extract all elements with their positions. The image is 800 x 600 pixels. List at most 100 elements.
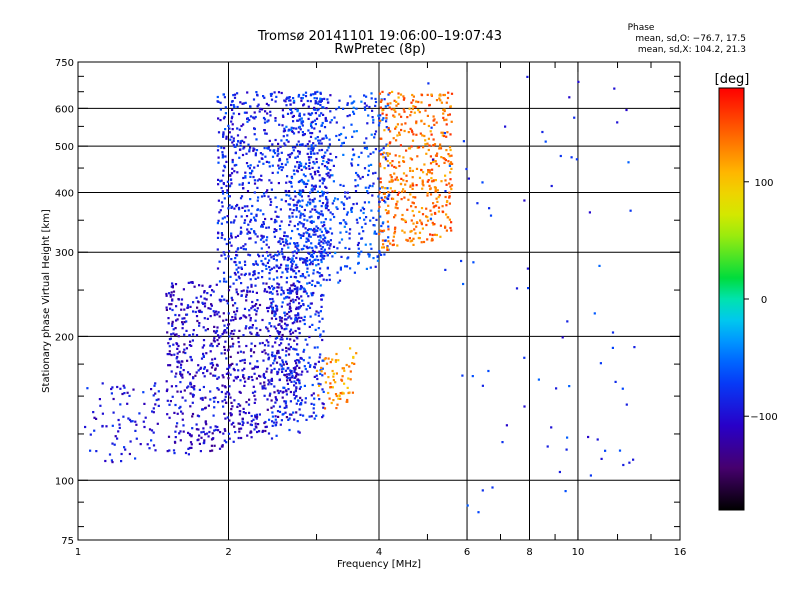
- data-point: [220, 179, 223, 182]
- data-point: [329, 239, 332, 242]
- data-point: [289, 153, 292, 156]
- data-point: [299, 320, 302, 323]
- data-point: [209, 398, 212, 401]
- data-point: [362, 230, 365, 233]
- data-point: [120, 460, 123, 463]
- data-point: [313, 403, 316, 406]
- data-point: [201, 396, 204, 400]
- data-point: [277, 331, 280, 334]
- data-point: [283, 400, 286, 403]
- data-point: [217, 178, 220, 181]
- data-point: [293, 275, 296, 279]
- data-point: [248, 237, 251, 240]
- y-tick-label: 75: [61, 536, 74, 547]
- data-point: [154, 449, 157, 452]
- data-point: [283, 99, 286, 102]
- data-point: [304, 397, 307, 400]
- data-point: [111, 461, 114, 464]
- data-point: [180, 410, 183, 413]
- data-point: [396, 123, 399, 126]
- data-point: [278, 331, 282, 334]
- data-point: [281, 109, 284, 112]
- data-point: [317, 258, 320, 262]
- data-point: [230, 423, 233, 426]
- data-point: [310, 112, 314, 115]
- data-point: [411, 139, 415, 142]
- data-point: [321, 202, 325, 205]
- data-point: [230, 120, 233, 123]
- data-point: [372, 118, 375, 121]
- data-point: [276, 389, 279, 392]
- data-point: [255, 313, 258, 316]
- data-point: [202, 427, 205, 430]
- data-point: [172, 449, 176, 452]
- data-point: [86, 387, 89, 390]
- data-point: [320, 148, 324, 152]
- data-point: [192, 395, 195, 398]
- data-point: [334, 359, 337, 362]
- data-point: [288, 194, 291, 197]
- data-point: [234, 376, 237, 379]
- data-point: [229, 319, 232, 322]
- data-point: [363, 201, 366, 204]
- data-point: [321, 293, 324, 297]
- data-point: [389, 242, 392, 245]
- data-point: [412, 202, 415, 205]
- data-point: [318, 114, 321, 117]
- data-point: [189, 281, 192, 284]
- data-point: [294, 329, 297, 333]
- data-point: [267, 119, 270, 122]
- data-point: [294, 382, 298, 385]
- data-point: [201, 346, 204, 349]
- data-point: [276, 336, 279, 339]
- x-tick-label: 1: [75, 547, 81, 558]
- data-point: [286, 235, 289, 238]
- data-point: [253, 273, 256, 276]
- data-point: [283, 127, 286, 130]
- data-point: [210, 342, 213, 345]
- data-point: [245, 325, 248, 328]
- data-point: [224, 417, 227, 420]
- data-point: [225, 135, 228, 138]
- data-point: [329, 110, 332, 113]
- data-point: [310, 402, 313, 405]
- data-point: [255, 213, 258, 216]
- data-point: [239, 232, 242, 235]
- data-point: [213, 357, 217, 360]
- data-point: [270, 267, 273, 270]
- data-point: [290, 126, 293, 129]
- data-point: [425, 152, 428, 155]
- data-point: [365, 137, 368, 140]
- data-point: [266, 408, 269, 411]
- data-point: [312, 147, 315, 150]
- data-point: [306, 343, 309, 346]
- cluster-sparse-high-freq: [427, 75, 636, 514]
- data-point: [279, 338, 282, 341]
- data-point: [385, 143, 388, 146]
- data-point: [250, 172, 253, 175]
- data-point: [410, 158, 414, 161]
- data-point: [263, 381, 266, 384]
- data-point: [391, 180, 394, 183]
- data-point: [327, 161, 330, 165]
- data-point: [371, 109, 374, 112]
- data-point: [213, 429, 216, 432]
- data-point: [436, 200, 439, 203]
- colorbar-tick-label: −100: [750, 412, 777, 423]
- data-point: [308, 252, 311, 255]
- data-point: [565, 448, 568, 451]
- data-point: [267, 104, 270, 107]
- data-point: [523, 356, 526, 359]
- data-point: [183, 308, 186, 311]
- data-point: [237, 275, 240, 278]
- data-point: [313, 346, 316, 349]
- data-point: [357, 247, 360, 250]
- data-point: [289, 338, 292, 341]
- data-point: [189, 355, 192, 359]
- data-point: [625, 403, 628, 406]
- data-point: [297, 140, 300, 143]
- data-point: [243, 315, 246, 318]
- data-point: [269, 364, 272, 367]
- data-point: [246, 91, 249, 94]
- data-point: [289, 208, 292, 211]
